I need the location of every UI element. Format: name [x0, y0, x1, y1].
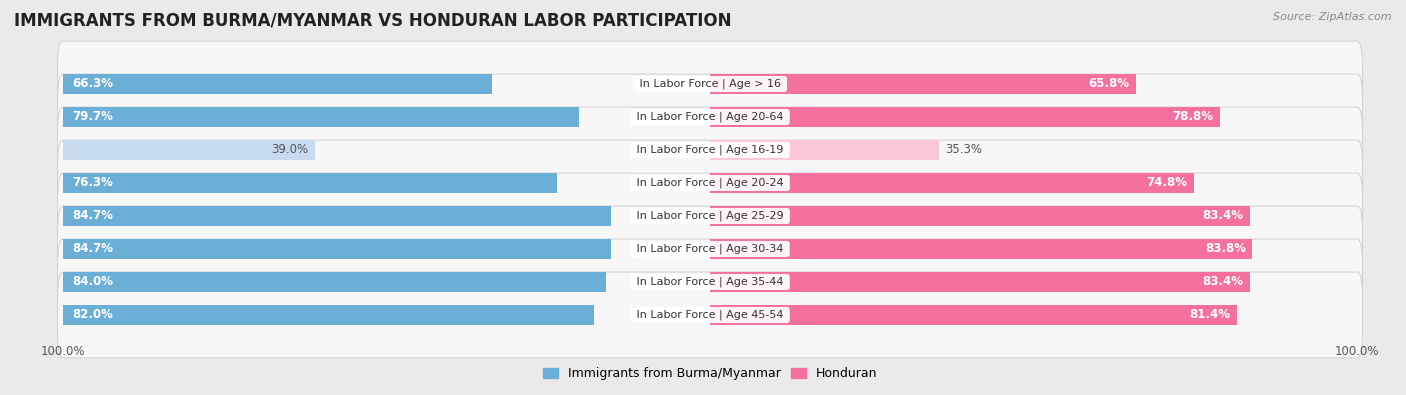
Text: In Labor Force | Age 35-44: In Labor Force | Age 35-44 [633, 277, 787, 287]
Bar [63, 74, 492, 94]
Bar [63, 140, 315, 160]
FancyBboxPatch shape [58, 41, 1362, 127]
Bar [63, 239, 612, 259]
Bar [710, 272, 1250, 292]
FancyBboxPatch shape [58, 74, 1362, 160]
Bar [710, 74, 1136, 94]
Text: 82.0%: 82.0% [73, 308, 114, 322]
Text: 74.8%: 74.8% [1147, 177, 1188, 190]
Bar [710, 173, 1194, 193]
Text: IMMIGRANTS FROM BURMA/MYANMAR VS HONDURAN LABOR PARTICIPATION: IMMIGRANTS FROM BURMA/MYANMAR VS HONDURA… [14, 12, 731, 30]
Bar [63, 305, 593, 325]
Bar [63, 173, 557, 193]
Text: 66.3%: 66.3% [73, 77, 114, 90]
Text: 78.8%: 78.8% [1173, 111, 1213, 124]
Text: 84.0%: 84.0% [73, 275, 114, 288]
Bar [710, 305, 1237, 325]
Bar [710, 140, 939, 160]
Bar [710, 206, 1250, 226]
FancyBboxPatch shape [58, 140, 1362, 226]
Text: 35.3%: 35.3% [945, 143, 981, 156]
Text: Source: ZipAtlas.com: Source: ZipAtlas.com [1274, 12, 1392, 22]
FancyBboxPatch shape [58, 173, 1362, 259]
Bar [63, 272, 606, 292]
FancyBboxPatch shape [58, 272, 1362, 358]
FancyBboxPatch shape [58, 239, 1362, 325]
Text: 79.7%: 79.7% [73, 111, 114, 124]
FancyBboxPatch shape [58, 206, 1362, 292]
Text: In Labor Force | Age 30-34: In Labor Force | Age 30-34 [633, 244, 787, 254]
Text: 65.8%: 65.8% [1088, 77, 1129, 90]
Text: In Labor Force | Age 45-54: In Labor Force | Age 45-54 [633, 310, 787, 320]
Text: 83.8%: 83.8% [1205, 243, 1246, 256]
Bar [710, 239, 1253, 259]
Text: 84.7%: 84.7% [73, 243, 114, 256]
Text: In Labor Force | Age > 16: In Labor Force | Age > 16 [636, 79, 785, 89]
FancyBboxPatch shape [58, 107, 1362, 193]
Bar [63, 206, 612, 226]
Text: 83.4%: 83.4% [1202, 275, 1243, 288]
Bar [63, 107, 579, 127]
Text: 39.0%: 39.0% [271, 143, 309, 156]
Legend: Immigrants from Burma/Myanmar, Honduran: Immigrants from Burma/Myanmar, Honduran [538, 363, 882, 384]
Text: 83.4%: 83.4% [1202, 209, 1243, 222]
Bar [710, 107, 1220, 127]
Text: In Labor Force | Age 20-64: In Labor Force | Age 20-64 [633, 112, 787, 122]
Text: 84.7%: 84.7% [73, 209, 114, 222]
Text: 76.3%: 76.3% [73, 177, 114, 190]
Text: 81.4%: 81.4% [1189, 308, 1230, 322]
Text: In Labor Force | Age 25-29: In Labor Force | Age 25-29 [633, 211, 787, 221]
Text: In Labor Force | Age 20-24: In Labor Force | Age 20-24 [633, 178, 787, 188]
Text: In Labor Force | Age 16-19: In Labor Force | Age 16-19 [633, 145, 787, 155]
